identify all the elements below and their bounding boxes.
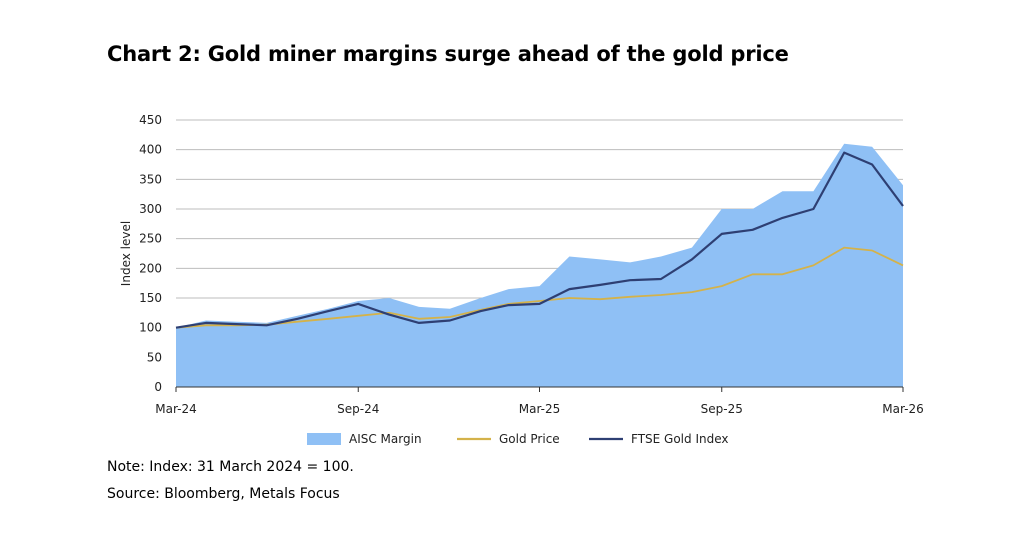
y-tick-label: 450 (139, 113, 162, 127)
series-line-gold-price (175, 246, 904, 329)
x-tick-label: Mar-25 (519, 402, 560, 416)
x-tick-label: Mar-26 (882, 402, 923, 416)
series-line-ftse-gold-index (175, 151, 904, 329)
x-tick-label: Sep-24 (337, 402, 379, 416)
y-tick-label: 50 (147, 350, 162, 364)
legend-label: Gold Price (499, 432, 560, 446)
y-tick-label: 200 (139, 261, 162, 275)
series-layer (175, 143, 904, 387)
y-tick-label: 350 (139, 172, 162, 186)
y-tick-label: 100 (139, 321, 162, 335)
y-tick-label: 150 (139, 291, 162, 305)
y-axis-label: Index level (119, 221, 133, 286)
axes: 0 50 100 150 200 250 300 350 400 450 Mar-24 Sep-24 M… (119, 113, 924, 416)
chart-source: Source: Bloomberg, Metals Focus (107, 486, 340, 502)
x-tick-label: Mar-24 (155, 402, 196, 416)
legend-swatch-aisc-margin (307, 433, 341, 445)
y-tick-label: 400 (139, 143, 162, 157)
legend-label: AISC Margin (349, 432, 422, 446)
series-area-aisc-margin (176, 143, 903, 387)
chart-title: Chart 2: Gold miner margins surge ahead … (107, 42, 789, 66)
x-tick-label: Sep-25 (701, 402, 743, 416)
chart-note: Note: Index: 31 March 2024 = 100. (107, 459, 354, 475)
y-tick-label: 300 (139, 202, 162, 216)
y-tick-label: 0 (154, 380, 162, 394)
legend-label: FTSE Gold Index (631, 432, 728, 446)
legend: AISC Margin Gold Price FTSE Gold Index (307, 432, 728, 446)
y-tick-label: 250 (139, 232, 162, 246)
